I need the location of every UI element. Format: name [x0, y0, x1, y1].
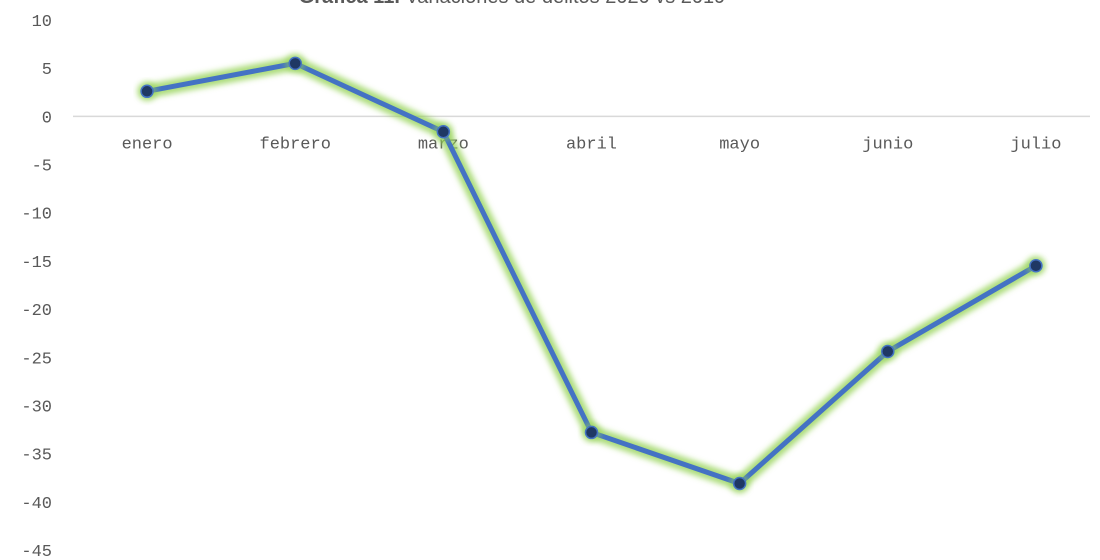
series-glow — [140, 56, 1043, 491]
x-tick-label: febrero — [260, 135, 331, 154]
y-tick-label: -30 — [21, 398, 52, 417]
y-tick-label: -5 — [32, 158, 52, 177]
data-point — [732, 476, 747, 491]
x-tick-label: junio — [862, 135, 913, 154]
x-tick-label: abril — [566, 135, 617, 154]
y-tick-label: -35 — [21, 447, 52, 466]
y-tick-label: -45 — [21, 543, 52, 560]
y-tick-label: -25 — [21, 350, 52, 369]
y-axis-ticks: 10 5 0 -5 -10 -15 -20 -25 -30 -35 -40 -45 — [21, 13, 52, 560]
x-tick-label: mayo — [719, 135, 760, 154]
y-tick-label: 5 — [42, 61, 52, 80]
data-point — [584, 425, 599, 440]
y-tick-label: -10 — [21, 206, 52, 225]
data-point — [436, 125, 451, 139]
series-line-glow — [140, 56, 1043, 491]
data-point — [881, 344, 895, 359]
y-tick-label: -20 — [21, 302, 52, 321]
data-point — [140, 84, 154, 99]
chart-title-bold: Gráfica 11. — [299, 0, 400, 8]
y-tick-label: 0 — [42, 109, 52, 128]
data-point — [288, 56, 302, 71]
data-point — [1029, 258, 1043, 273]
chart-title-rest: Variaciones de delitos 2020 vs 2019 — [400, 0, 725, 8]
x-tick-label: enero — [122, 135, 173, 154]
series-markers — [137, 53, 1046, 494]
y-tick-label: -40 — [21, 495, 52, 514]
x-tick-label: julio — [1010, 135, 1061, 154]
y-tick-label: 10 — [32, 13, 52, 32]
y-tick-label: -15 — [21, 254, 52, 273]
x-axis-ticks: enero febrero marzo abril mayo junio julio — [122, 135, 1062, 154]
chart-title: Gráfica 11. Variaciones de delitos 2020 … — [299, 0, 726, 8]
